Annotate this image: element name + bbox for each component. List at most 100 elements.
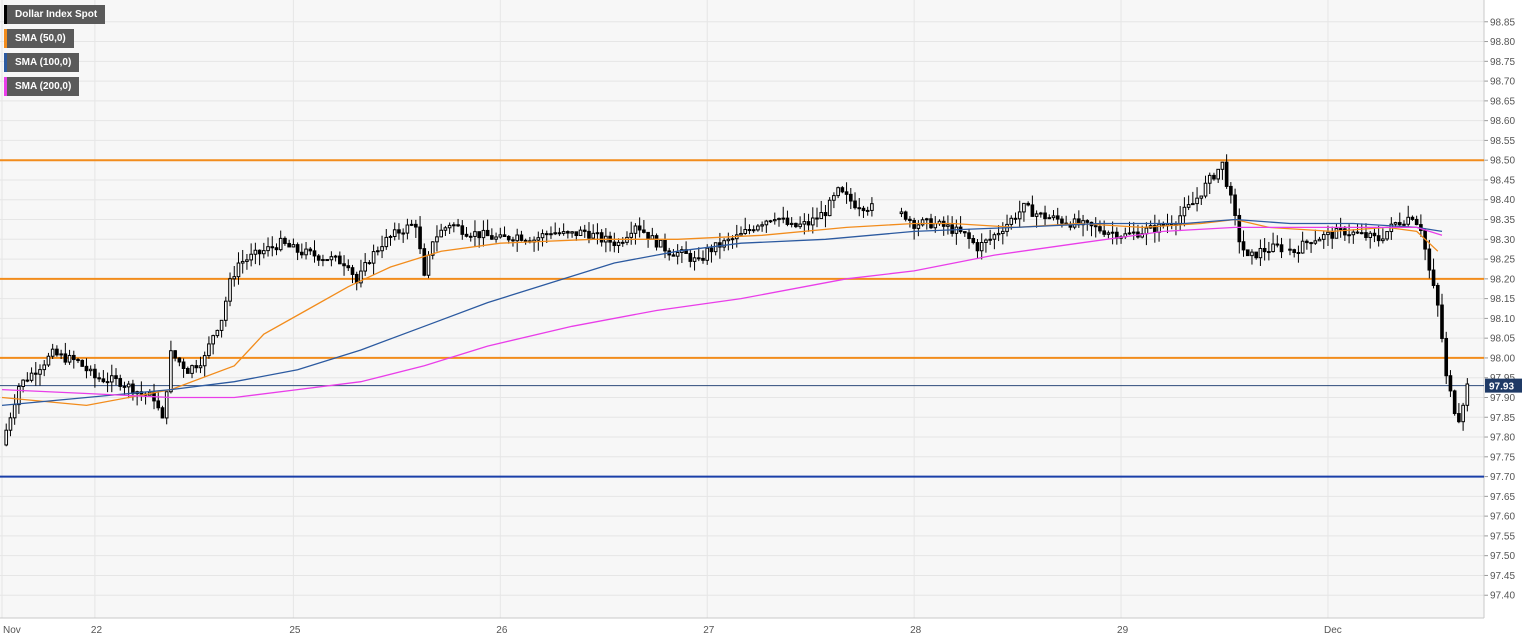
candle-body xyxy=(490,235,494,240)
legend-item-price[interactable]: Dollar Index Spot xyxy=(4,5,106,24)
candle-body xyxy=(996,232,1001,236)
candle-body xyxy=(536,237,541,241)
y-tick-label: 98.15 xyxy=(1490,294,1515,305)
candle-body xyxy=(63,353,68,363)
candle-body xyxy=(1098,226,1102,232)
candle-body xyxy=(1191,203,1195,206)
candle-body xyxy=(1343,228,1347,236)
candle-body xyxy=(4,429,9,446)
candle-body xyxy=(1355,231,1360,234)
candle-body xyxy=(1102,230,1106,235)
candle-body xyxy=(1300,240,1305,254)
candle-body xyxy=(498,234,503,238)
y-tick-label: 98.00 xyxy=(1490,353,1515,364)
x-tick-label: 26 xyxy=(496,625,508,636)
candle-body xyxy=(975,242,980,252)
candle-body xyxy=(17,386,21,406)
candle-body xyxy=(1313,240,1318,244)
candle-body xyxy=(1203,182,1208,197)
candle-body xyxy=(156,400,161,409)
candle-body xyxy=(1144,227,1149,235)
candle-body xyxy=(713,242,718,253)
sma200-color-swatch xyxy=(4,77,7,96)
candle-body xyxy=(101,378,106,383)
candle-body xyxy=(422,248,427,276)
candle-body xyxy=(215,329,220,337)
candle-body xyxy=(633,225,638,234)
candle-body xyxy=(25,379,30,382)
candle-body xyxy=(1457,413,1461,423)
candle-body xyxy=(1258,247,1263,259)
candle-body xyxy=(1347,234,1351,237)
candle-body xyxy=(574,231,579,236)
candle-body xyxy=(342,263,346,267)
candle-body xyxy=(1047,217,1052,220)
candle-body xyxy=(456,224,460,227)
candle-body xyxy=(815,217,819,220)
candle-body xyxy=(114,375,118,380)
candle-body xyxy=(511,239,515,242)
candle-body xyxy=(1305,240,1309,244)
candle-body xyxy=(1017,211,1022,220)
candle-body xyxy=(1030,204,1035,217)
candle-body xyxy=(223,300,228,321)
candle-body xyxy=(236,262,241,278)
candle-body xyxy=(401,232,405,235)
candle-body xyxy=(1254,251,1259,259)
candle-body xyxy=(1055,215,1060,220)
candle-body xyxy=(1237,214,1242,243)
candle-body xyxy=(122,385,127,388)
candle-body xyxy=(1106,232,1111,235)
candle-body xyxy=(570,231,574,234)
candle-body xyxy=(80,359,85,367)
candle-body xyxy=(616,241,621,247)
candle-body xyxy=(578,229,583,236)
legend-item-sma100[interactable]: SMA (100,0) xyxy=(4,53,80,72)
y-tick-label: 98.75 xyxy=(1490,57,1515,68)
y-tick-label: 97.50 xyxy=(1490,551,1515,562)
candle-body xyxy=(1431,269,1436,286)
candle-body xyxy=(739,232,743,236)
y-tick-label: 97.40 xyxy=(1490,591,1515,602)
candle-body xyxy=(262,250,266,255)
candle-body xyxy=(185,368,190,374)
candle-body xyxy=(582,229,587,232)
candle-body xyxy=(620,241,625,244)
legend-item-sma50[interactable]: SMA (50,0) xyxy=(4,29,74,48)
x-tick-label: 27 xyxy=(703,625,715,636)
sma50-color-swatch xyxy=(4,29,7,48)
candle-body xyxy=(249,253,253,261)
y-tick-label: 98.35 xyxy=(1490,215,1515,226)
candle-body xyxy=(354,273,359,284)
candle-body xyxy=(1110,231,1115,234)
candle-body xyxy=(312,250,317,257)
candle-body xyxy=(789,222,794,225)
candle-body xyxy=(722,240,726,248)
candle-body xyxy=(1275,243,1280,246)
candle-body xyxy=(1410,216,1415,220)
candle-body xyxy=(287,242,291,248)
candle-body xyxy=(1461,404,1465,423)
candle-body xyxy=(426,254,431,276)
candle-body xyxy=(371,251,376,264)
y-tick-label: 98.20 xyxy=(1490,274,1515,285)
candle-body xyxy=(219,319,224,331)
candle-body xyxy=(899,211,904,215)
legend-item-sma200[interactable]: SMA (200,0) xyxy=(4,77,80,96)
y-tick-label: 97.65 xyxy=(1490,492,1515,503)
candle-body xyxy=(367,262,372,265)
candle-body xyxy=(933,223,938,229)
candle-body xyxy=(464,233,469,237)
candle-body xyxy=(1296,251,1301,254)
y-tick-label: 98.55 xyxy=(1490,136,1515,147)
candle-body xyxy=(988,238,992,241)
candle-body xyxy=(338,255,342,265)
candle-body xyxy=(654,235,659,248)
y-tick-label: 98.85 xyxy=(1490,17,1515,28)
candle-body xyxy=(409,223,414,226)
candle-body xyxy=(836,187,840,197)
candle-body xyxy=(164,391,169,419)
candle-body xyxy=(1216,168,1220,180)
legend: Dollar Index Spot SMA (50,0) SMA (100,0)… xyxy=(4,5,106,101)
